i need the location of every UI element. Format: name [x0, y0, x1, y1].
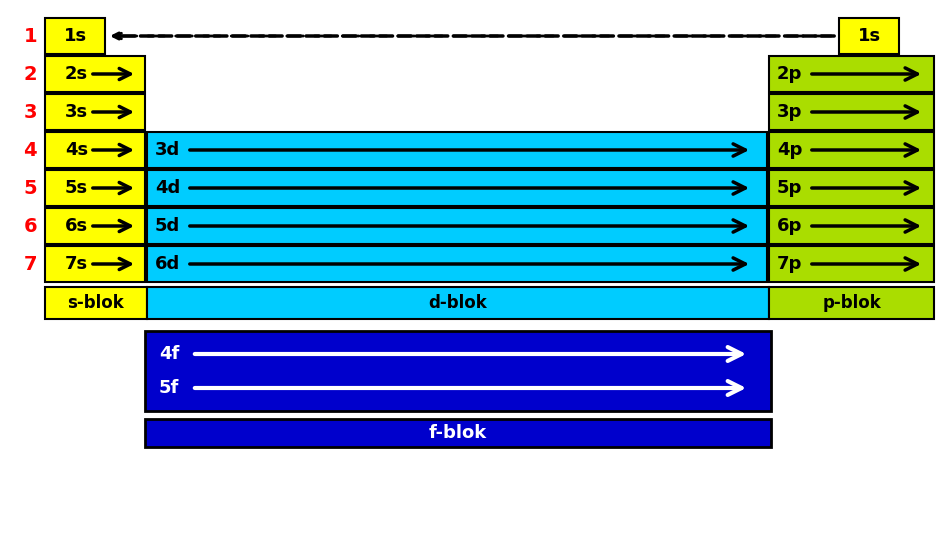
Text: 6d: 6d: [155, 255, 180, 273]
Text: 5p: 5p: [777, 179, 802, 197]
Text: s-blok: s-blok: [68, 294, 125, 312]
Bar: [45, 132, 145, 168]
Text: p-blok: p-blok: [822, 294, 881, 312]
Bar: [769, 246, 934, 282]
Bar: [149, 339, 767, 369]
Text: 3p: 3p: [777, 103, 802, 121]
Bar: [769, 132, 934, 168]
Bar: [45, 287, 147, 319]
Text: 1: 1: [24, 27, 37, 45]
Text: 6p: 6p: [777, 217, 802, 235]
Text: 3: 3: [24, 103, 37, 122]
Text: 4s: 4s: [65, 141, 88, 159]
FancyBboxPatch shape: [45, 18, 105, 54]
Text: 4f: 4f: [159, 345, 179, 363]
Text: 4d: 4d: [155, 179, 180, 197]
Bar: [45, 94, 145, 130]
Text: 5s: 5s: [65, 179, 88, 197]
Text: 5: 5: [24, 179, 37, 198]
Bar: [769, 94, 934, 130]
Text: 1s: 1s: [63, 27, 87, 45]
Text: 7s: 7s: [65, 255, 88, 273]
Text: 3s: 3s: [65, 103, 88, 121]
Text: 7: 7: [24, 254, 37, 274]
Bar: [45, 246, 145, 282]
Text: 4p: 4p: [777, 141, 802, 159]
Text: f-blok: f-blok: [429, 424, 487, 442]
Text: 1s: 1s: [857, 27, 881, 45]
Bar: [147, 132, 767, 168]
Bar: [769, 56, 934, 92]
Text: 7p: 7p: [777, 255, 802, 273]
Text: 2s: 2s: [65, 65, 88, 83]
FancyBboxPatch shape: [839, 18, 899, 54]
Text: 3d: 3d: [155, 141, 180, 159]
Bar: [145, 331, 771, 411]
Bar: [147, 208, 767, 244]
Text: d-blok: d-blok: [429, 294, 487, 312]
Bar: [769, 287, 934, 319]
Text: 5d: 5d: [155, 217, 180, 235]
Text: 6: 6: [24, 217, 37, 235]
Bar: [147, 170, 767, 206]
Bar: [45, 208, 145, 244]
Bar: [145, 419, 771, 447]
Text: 6s: 6s: [65, 217, 88, 235]
Text: 2p: 2p: [777, 65, 802, 83]
Text: 5f: 5f: [159, 379, 179, 397]
Bar: [147, 287, 769, 319]
Bar: [769, 170, 934, 206]
Bar: [147, 246, 767, 282]
Text: 4: 4: [24, 140, 37, 159]
Bar: [45, 56, 145, 92]
Bar: [769, 208, 934, 244]
Bar: [45, 170, 145, 206]
Text: 2: 2: [24, 64, 37, 84]
